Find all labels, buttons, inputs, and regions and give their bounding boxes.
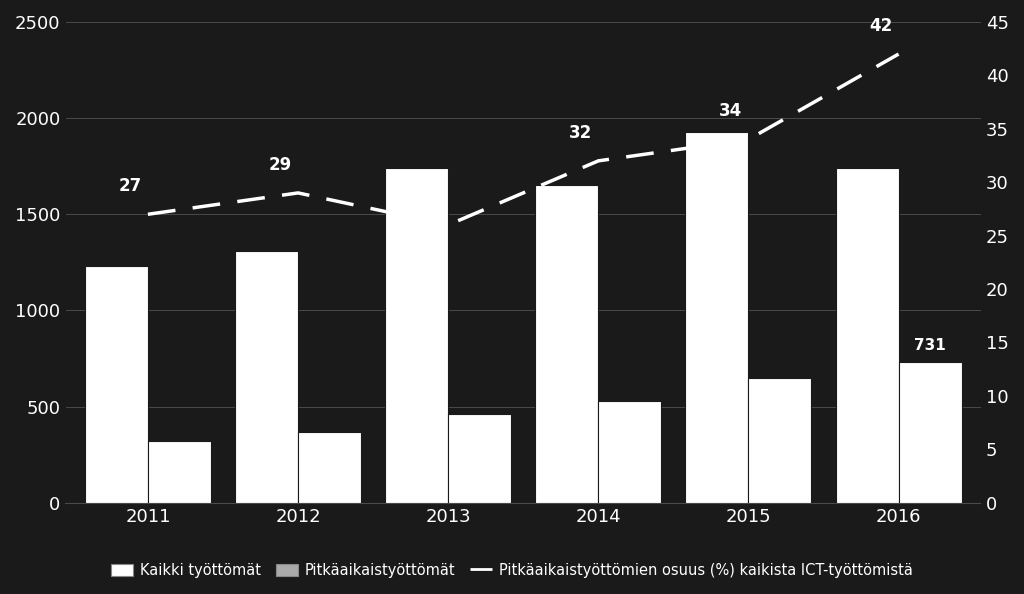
Text: 731: 731 xyxy=(914,339,946,353)
Text: 42: 42 xyxy=(869,17,892,35)
Bar xyxy=(749,378,811,503)
Bar xyxy=(685,132,749,503)
Bar xyxy=(85,266,147,503)
Text: 26: 26 xyxy=(419,188,441,206)
Bar xyxy=(598,401,662,503)
Bar xyxy=(836,168,899,503)
Text: 29: 29 xyxy=(268,156,292,173)
Bar xyxy=(536,185,598,503)
Text: 34: 34 xyxy=(719,102,742,120)
Legend: Kaikki työttömät, Pitkäaikaistyöttömät, Pitkäaikaistyöttömien osuus (%) kaikista: Kaikki työttömät, Pitkäaikaistyöttömät, … xyxy=(105,557,919,584)
Bar xyxy=(298,431,361,503)
Bar xyxy=(899,362,962,503)
Bar xyxy=(147,441,211,503)
Text: 27: 27 xyxy=(119,177,141,195)
Bar xyxy=(385,168,449,503)
Bar xyxy=(449,414,511,503)
Text: 32: 32 xyxy=(568,124,592,141)
Bar xyxy=(234,251,298,503)
